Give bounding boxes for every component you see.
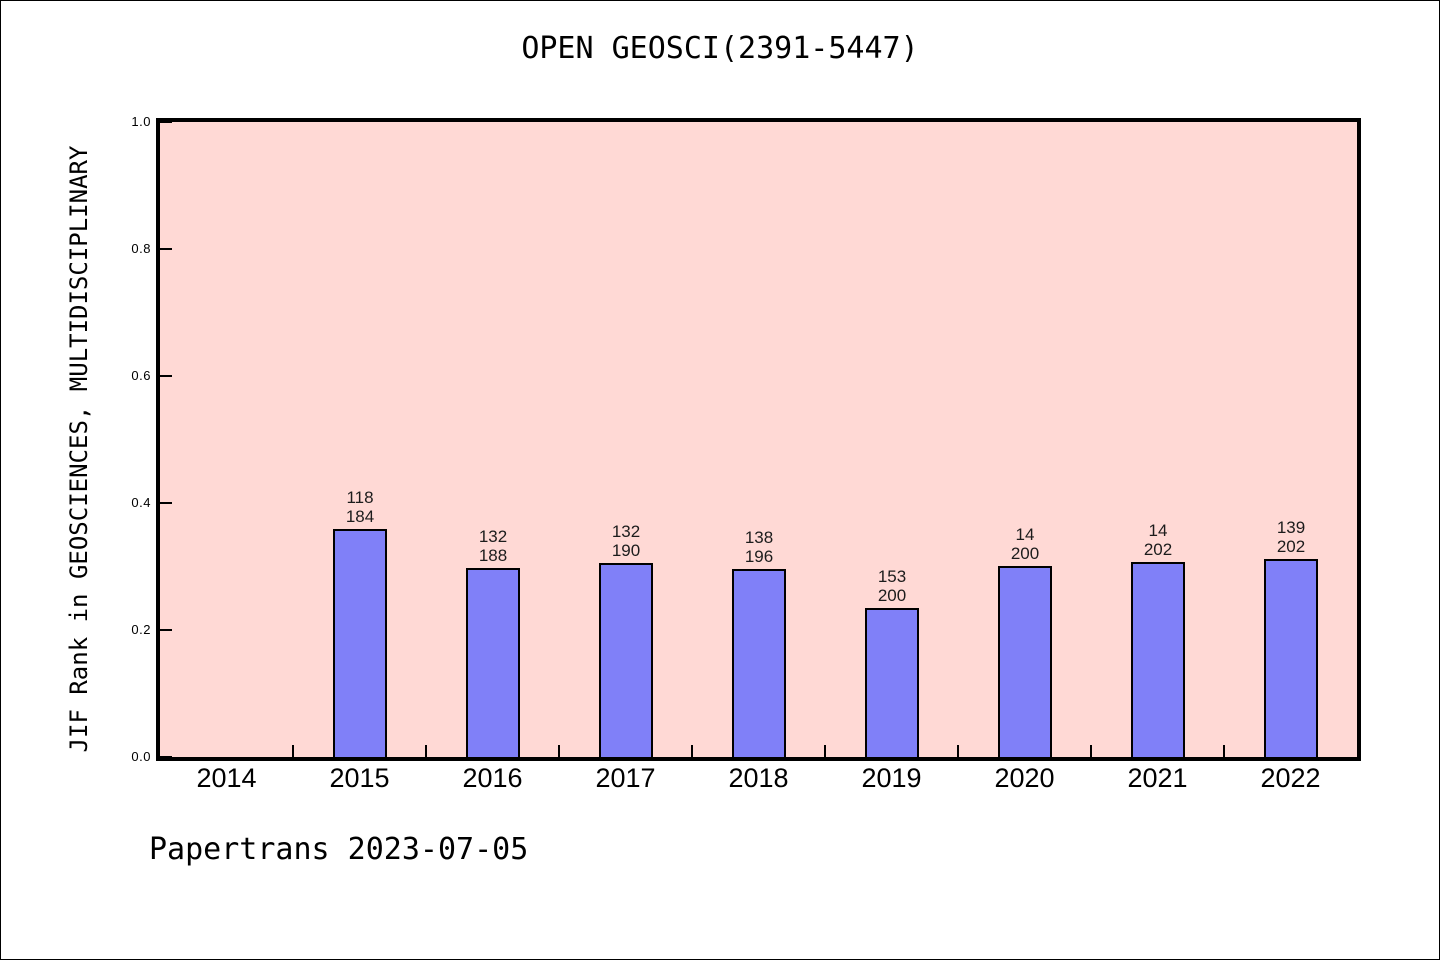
y-axis-tick-label: 0.8 [131, 241, 151, 256]
x-axis-tick-label: 2022 [1260, 763, 1321, 793]
bar [466, 568, 520, 757]
x-axis-tick [957, 745, 959, 757]
bar [333, 529, 387, 757]
bar-value-label: 14 200 [975, 525, 1075, 563]
bar-total-value: 196 [744, 547, 774, 566]
x-axis-tick [1223, 745, 1225, 757]
y-axis-tick [160, 375, 172, 377]
bar-value-label: 138 196 [709, 528, 809, 566]
bar-rank-value: 14 [1015, 525, 1035, 544]
bar [1131, 562, 1185, 757]
plot-area: 118 184 132 188 132 190 138 196 153 200 14 200 14 202… [156, 118, 1361, 761]
bar [1264, 559, 1318, 757]
x-axis-tick [292, 745, 294, 757]
x-axis-tick-label: 2020 [994, 763, 1055, 793]
x-axis-tick-label: 2021 [1127, 763, 1188, 793]
x-axis-tick-label: 2016 [462, 763, 523, 793]
bar-rank-value: 14 [1148, 521, 1168, 540]
bar-rank-value: 139 [1276, 518, 1306, 537]
bar-value-label: 139 202 [1241, 518, 1341, 556]
bar-total-value: 190 [611, 541, 641, 560]
x-axis-tick [1090, 745, 1092, 757]
bar [732, 569, 786, 757]
bar-total-value: 184 [345, 507, 375, 526]
y-axis-tick-label: 0.6 [131, 368, 151, 383]
bar-total-value: 202 [1276, 537, 1306, 556]
x-axis-tick [691, 745, 693, 757]
y-axis-tick-label: 1.0 [131, 114, 151, 129]
bar-total-value: 202 [1143, 540, 1173, 559]
watermark-text: Papertrans 2023-07-05 [149, 832, 529, 867]
x-axis-tick [558, 745, 560, 757]
y-axis-tick-label: 0.2 [131, 622, 151, 637]
x-axis-tick-label: 2015 [329, 763, 390, 793]
bar-total-value: 200 [1010, 544, 1040, 563]
y-axis-tick-label: 0.4 [131, 495, 151, 510]
chart-title: OPEN GEOSCI(2391-5447) [521, 31, 919, 66]
bar [599, 563, 653, 757]
bar-value-label: 153 200 [842, 567, 942, 605]
x-axis-tick-label: 2019 [861, 763, 922, 793]
y-axis-tick-label: 0.0 [131, 749, 151, 764]
x-axis-tick-label: 2018 [728, 763, 789, 793]
bar-value-label: 132 190 [576, 522, 676, 560]
y-axis-tick [160, 502, 172, 504]
bar-value-label: 14 202 [1108, 521, 1208, 559]
y-axis-tick [160, 121, 172, 123]
bar-total-value: 200 [877, 586, 907, 605]
bar-value-label: 132 188 [443, 527, 543, 565]
x-axis-tick-label: 2017 [595, 763, 656, 793]
x-axis-tick-label: 2014 [196, 763, 257, 793]
bar-rank-value: 132 [611, 522, 641, 541]
bar-total-value: 188 [478, 546, 508, 565]
x-axis-tick [824, 745, 826, 757]
bar-rank-value: 118 [346, 488, 374, 507]
y-axis-tick [160, 756, 172, 758]
bar-rank-value: 138 [744, 528, 774, 547]
bar [865, 608, 919, 757]
bar-rank-value: 132 [478, 527, 508, 546]
x-axis-tick [425, 745, 427, 757]
y-axis-tick [160, 248, 172, 250]
bar-rank-value: 153 [877, 567, 907, 586]
y-axis-title: JIF Rank in GEOSCIENCES, MULTIDISCIPLINA… [65, 145, 93, 753]
bar-value-label: 118 184 [310, 488, 410, 526]
bar [998, 566, 1052, 757]
y-axis-tick [160, 629, 172, 631]
